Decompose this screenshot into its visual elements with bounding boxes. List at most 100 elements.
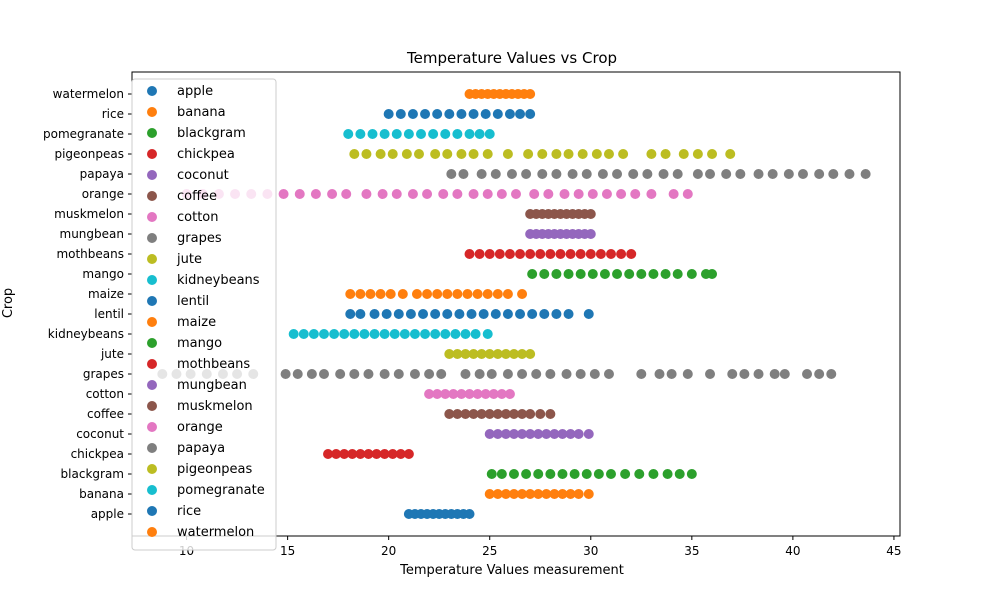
- point-banana-10: [565, 489, 576, 499]
- legend-marker-mungbean: [147, 380, 157, 390]
- point-blackgram-2: [508, 469, 519, 479]
- point-mango-4: [575, 269, 586, 279]
- point-chickpea-10: [403, 449, 414, 459]
- point-grapes-13: [363, 369, 374, 379]
- y-tick-label: rice: [102, 107, 124, 121]
- point-mothbeans-9: [555, 249, 566, 259]
- point-papaya-0: [446, 169, 457, 179]
- point-chickpea-1: [331, 449, 342, 459]
- point-mothbeans-15: [616, 249, 627, 259]
- legend-label-apple: apple: [177, 84, 213, 99]
- point-blackgram-3: [521, 469, 532, 479]
- point-pigeonpeas-5: [413, 149, 424, 159]
- legend-marker-orange: [147, 422, 157, 432]
- point-lentil-13: [502, 309, 513, 319]
- point-jute-0: [444, 349, 455, 359]
- point-mango-11: [660, 269, 671, 279]
- x-tick-label: 20: [381, 544, 396, 558]
- point-rice-10: [504, 109, 515, 119]
- point-blackgram-1: [496, 469, 507, 479]
- point-papaya-27: [860, 169, 871, 179]
- point-papaya-24: [814, 169, 825, 179]
- point-pigeonpeas-19: [618, 149, 629, 159]
- point-pigeonpeas-24: [707, 149, 718, 159]
- legend-marker-watermelon: [147, 527, 157, 537]
- point-maize-2: [365, 289, 376, 299]
- point-coconut-0: [484, 429, 495, 439]
- point-mothbeans-6: [525, 249, 536, 259]
- point-papaya-12: [628, 169, 639, 179]
- point-pomegranate-0: [343, 129, 354, 139]
- point-pigeonpeas-6: [430, 149, 441, 159]
- y-tick-label: mungbean: [60, 227, 124, 241]
- point-orange-24: [559, 189, 570, 199]
- point-papaya-15: [672, 169, 683, 179]
- point-kidneybeans-2: [308, 329, 319, 339]
- point-chickpea-0: [323, 449, 334, 459]
- point-grapes-40: [802, 369, 813, 379]
- point-coffee-5: [484, 409, 495, 419]
- point-cotton-6: [472, 389, 483, 399]
- point-mothbeans-2: [484, 249, 495, 259]
- point-kidneybeans-11: [399, 329, 410, 339]
- point-orange-16: [438, 189, 449, 199]
- point-grapes-31: [654, 369, 665, 379]
- point-banana-0: [484, 489, 495, 499]
- point-orange-6: [278, 189, 289, 199]
- point-jute-5: [484, 349, 495, 359]
- legend-marker-cotton: [147, 212, 157, 222]
- point-mothbeans-5: [515, 249, 526, 259]
- legend-label-pigeonpeas: pigeonpeas: [177, 462, 253, 477]
- point-orange-15: [422, 189, 433, 199]
- point-maize-13: [482, 289, 493, 299]
- point-papaya-10: [597, 169, 608, 179]
- point-pigeonpeas-11: [502, 149, 513, 159]
- point-lentil-3: [381, 309, 392, 319]
- point-mango-3: [563, 269, 574, 279]
- point-papaya-19: [735, 169, 746, 179]
- point-banana-11: [573, 489, 584, 499]
- point-grapes-21: [486, 369, 497, 379]
- y-tick-label: blackgram: [61, 467, 124, 481]
- point-mango-1: [539, 269, 550, 279]
- x-tick-label: 30: [583, 544, 598, 558]
- series-jute: [444, 349, 536, 359]
- x-axis-label: Temperature Values measurement: [399, 563, 624, 578]
- x-tick-label: 25: [482, 544, 497, 558]
- point-maize-8: [432, 289, 443, 299]
- series-blackgram: [486, 469, 697, 479]
- point-cotton-7: [480, 389, 491, 399]
- point-pomegranate-8: [440, 129, 451, 139]
- point-orange-30: [646, 189, 657, 199]
- point-blackgram-7: [569, 469, 580, 479]
- point-grapes-7: [280, 369, 291, 379]
- legend-marker-maize: [147, 317, 157, 327]
- y-tick-label: chickpea: [71, 447, 124, 461]
- point-kidneybeans-7: [359, 329, 370, 339]
- legend-marker-grapes: [147, 233, 157, 243]
- point-orange-9: [327, 189, 338, 199]
- point-mango-10: [648, 269, 659, 279]
- point-papaya-9: [581, 169, 592, 179]
- point-coffee-11: [535, 409, 546, 419]
- y-tick-label: pigeonpeas: [54, 147, 124, 161]
- point-blackgram-6: [557, 469, 568, 479]
- point-jute-2: [460, 349, 471, 359]
- point-blackgram-0: [486, 469, 497, 479]
- point-pigeonpeas-17: [591, 149, 602, 159]
- chart-title: Temperature Values vs Crop: [406, 49, 617, 67]
- point-pigeonpeas-8: [456, 149, 467, 159]
- point-kidneybeans-17: [460, 329, 471, 339]
- point-chickpea-7: [379, 449, 390, 459]
- point-grapes-28: [589, 369, 600, 379]
- point-kidneybeans-9: [379, 329, 390, 339]
- point-kidneybeans-16: [450, 329, 461, 339]
- point-papaya-26: [844, 169, 855, 179]
- point-kidneybeans-0: [288, 329, 299, 339]
- point-kidneybeans-14: [430, 329, 441, 339]
- point-rice-4: [432, 109, 443, 119]
- point-jute-1: [452, 349, 463, 359]
- point-papaya-11: [612, 169, 623, 179]
- point-maize-5: [397, 289, 408, 299]
- point-papaya-4: [506, 169, 517, 179]
